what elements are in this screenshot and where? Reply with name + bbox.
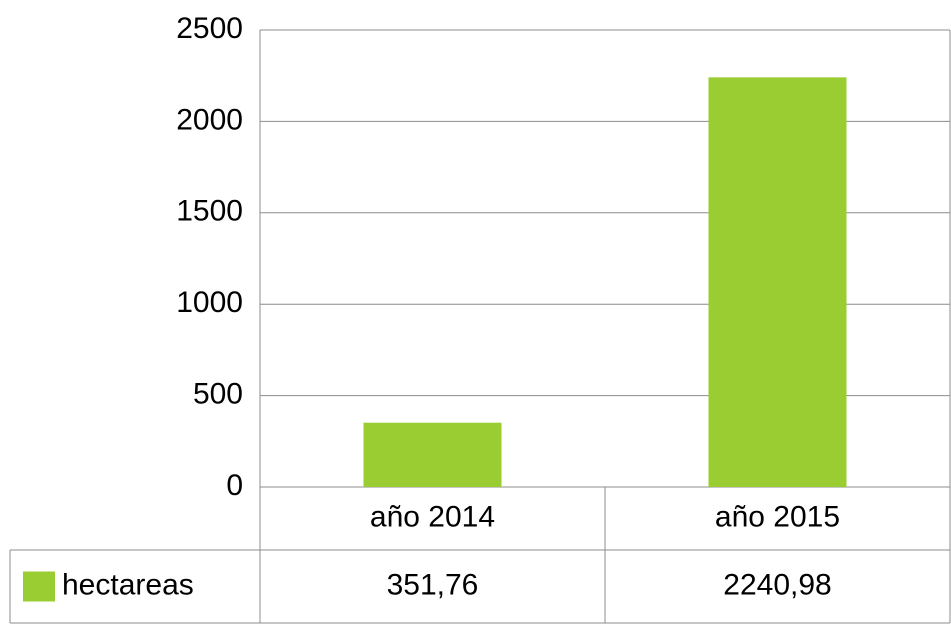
y-tick-label: 2500 (176, 12, 243, 45)
y-tick-label: 1000 (176, 286, 243, 319)
y-tick-label: 1500 (176, 195, 243, 228)
x-tick-label: año 2015 (715, 500, 840, 533)
bar (363, 422, 502, 487)
x-tick-label: año 2014 (370, 500, 495, 533)
legend-label: hectareas (62, 568, 194, 601)
bar (708, 77, 847, 488)
data-label: 351,76 (387, 568, 479, 601)
data-label: 2240,98 (723, 568, 831, 601)
y-tick-label: 2000 (176, 103, 243, 136)
y-tick-label: 500 (193, 378, 243, 411)
y-tick-label: 0 (226, 469, 243, 502)
legend-swatch (23, 571, 55, 602)
